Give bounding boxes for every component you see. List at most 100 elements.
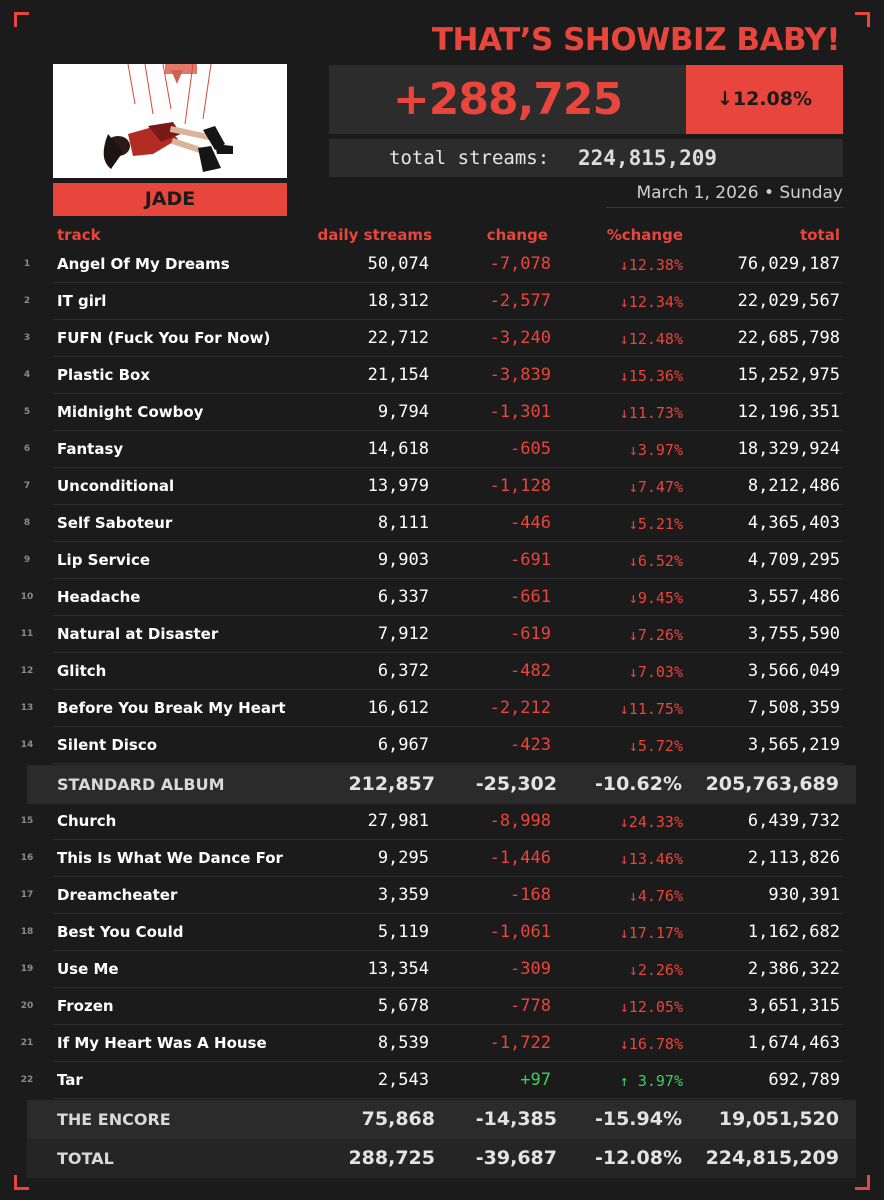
- total-streams: 4,365,403: [747, 513, 840, 533]
- total-streams: 1,674,463: [747, 1033, 840, 1053]
- artist-name: JADE: [53, 183, 287, 216]
- table-row: 5 Midnight Cowboy 9,794 -1,301 ↓11.73% 12,196…: [0, 394, 884, 431]
- table-row: 19 Use Me 13,354 -309 ↓2.26% 2,386,322: [0, 951, 884, 988]
- stream-change: -605: [510, 439, 551, 459]
- percent-change: ↓11.73%: [619, 404, 683, 422]
- summary-change: -39,687: [475, 1147, 557, 1169]
- daily-streams: 14,618: [367, 439, 429, 459]
- table-row: 14 Silent Disco 6,967 -423 ↓5.72% 3,565,219: [0, 727, 884, 764]
- table-row: 16 This Is What We Dance For 9,295 -1,446 ↓1…: [0, 840, 884, 877]
- encore-summary-row: THE ENCORE 75,868 -14,385 -15.94% 19,051,520: [27, 1100, 856, 1139]
- row-divider: [53, 763, 843, 764]
- track-rank: 14: [20, 740, 34, 750]
- total-streams: 8,212,486: [747, 476, 840, 496]
- row-divider: [53, 726, 843, 727]
- track-rank: 3: [23, 333, 31, 343]
- row-divider: [53, 467, 843, 468]
- daily-streams: 2,543: [377, 1070, 429, 1090]
- corner-mark-top-right: [855, 12, 870, 27]
- stream-change: -1,128: [489, 476, 551, 496]
- row-divider: [53, 615, 843, 616]
- track-rank: 16: [20, 853, 34, 863]
- summary-total: 224,815,209: [705, 1147, 839, 1169]
- daily-streams: 7,912: [377, 624, 429, 644]
- daily-streams: 9,794: [377, 402, 429, 422]
- table-row: 21 If My Heart Was A House 8,539 -1,722 ↓16.…: [0, 1025, 884, 1062]
- track-name: Before You Break My Heart: [57, 699, 286, 717]
- row-divider: [53, 652, 843, 653]
- track-rank: 10: [20, 592, 34, 602]
- track-rank: 2: [23, 296, 31, 306]
- row-divider: [53, 1024, 843, 1025]
- stream-change: -2,212: [489, 698, 551, 718]
- summary-daily: 288,725: [348, 1147, 435, 1169]
- table-row: 20 Frozen 5,678 -778 ↓12.05% 3,651,315: [0, 988, 884, 1025]
- row-divider: [53, 319, 843, 320]
- track-rank: 4: [23, 370, 31, 380]
- summary-pct: -12.08%: [594, 1147, 682, 1169]
- percent-change: ↓16.78%: [619, 1035, 683, 1053]
- row-divider: [53, 356, 843, 357]
- daily-streams: 6,337: [377, 587, 429, 607]
- summary-label: TOTAL: [57, 1149, 114, 1168]
- track-name: Angel Of My Dreams: [57, 255, 230, 273]
- row-divider: [53, 913, 843, 914]
- summary-pct: -15.94%: [594, 1108, 682, 1130]
- row-divider: [53, 839, 843, 840]
- daily-streams: 5,119: [377, 922, 429, 942]
- summary-daily: 75,868: [361, 1108, 435, 1130]
- track-name: Tar: [57, 1071, 83, 1089]
- summary-daily: 212,857: [348, 773, 435, 795]
- percent-change: ↓12.48%: [619, 330, 683, 348]
- track-name: If My Heart Was A House: [57, 1034, 267, 1052]
- track-rank: 22: [20, 1075, 34, 1085]
- track-name: Dreamcheater: [57, 886, 178, 904]
- track-rank: 6: [23, 444, 31, 454]
- table-row: 11 Natural at Disaster 7,912 -619 ↓7.26% 3,75…: [0, 616, 884, 653]
- total-streams: 3,566,049: [747, 661, 840, 681]
- total-streams-label: total streams:: [389, 147, 550, 169]
- track-rank: 15: [20, 816, 34, 826]
- daily-streams: 13,354: [367, 959, 429, 979]
- table-row: 6 Fantasy 14,618 -605 ↓3.97% 18,329,924: [0, 431, 884, 468]
- column-header-daily: daily streams: [317, 226, 433, 244]
- stream-change: -482: [510, 661, 551, 681]
- stream-change: -778: [510, 996, 551, 1016]
- column-header-track: track: [57, 226, 101, 244]
- table-row: 22 Tar 2,543 +97 ↑ 3.97% 692,789: [0, 1062, 884, 1099]
- total-streams: 4,709,295: [747, 550, 840, 570]
- summary-total: 19,051,520: [718, 1108, 839, 1130]
- track-rank: 11: [20, 629, 34, 639]
- daily-streams: 18,312: [367, 291, 429, 311]
- total-streams-panel: total streams: 224,815,209: [329, 139, 843, 177]
- daily-streams: 3,359: [377, 885, 429, 905]
- stream-change: -168: [510, 885, 551, 905]
- stream-change: -1,061: [489, 922, 551, 942]
- percent-change: ↓9.45%: [628, 589, 683, 607]
- stream-change: -691: [510, 550, 551, 570]
- row-divider: [53, 282, 843, 283]
- daily-streams: 6,372: [377, 661, 429, 681]
- total-streams: 22,685,798: [737, 328, 840, 348]
- percent-change: ↓6.52%: [628, 552, 683, 570]
- track-name: Use Me: [57, 960, 119, 978]
- stream-change: -1,301: [489, 402, 551, 422]
- row-divider: [53, 430, 843, 431]
- track-rank: 21: [20, 1038, 34, 1048]
- table-row: 15 Church 27,981 -8,998 ↓24.33% 6,439,732: [0, 803, 884, 840]
- standard-summary-row: STANDARD ALBUM 212,857 -25,302 -10.62% 205,7…: [27, 765, 856, 804]
- total-streams: 76,029,187: [737, 254, 840, 274]
- track-rank: 17: [20, 890, 34, 900]
- total-streams: 12,196,351: [737, 402, 840, 422]
- total-streams: 18,329,924: [737, 439, 840, 459]
- table-row: 12 Glitch 6,372 -482 ↓7.03% 3,566,049: [0, 653, 884, 690]
- track-rank: 8: [23, 518, 31, 528]
- stream-change: -619: [510, 624, 551, 644]
- stream-change: -7,078: [489, 254, 551, 274]
- percent-change: ↓3.97%: [628, 441, 683, 459]
- album-cover-image: [53, 64, 287, 178]
- track-rank: 18: [20, 927, 34, 937]
- summary-change: -14,385: [475, 1108, 557, 1130]
- stream-change: -2,577: [489, 291, 551, 311]
- corner-mark-bottom-right: [855, 1175, 870, 1190]
